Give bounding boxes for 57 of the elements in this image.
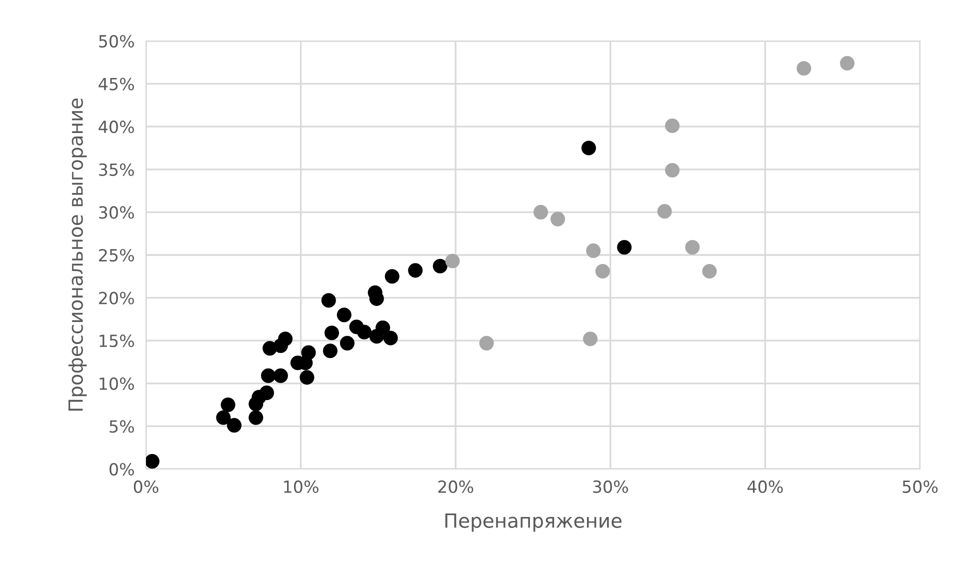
point: [617, 240, 632, 255]
point: [665, 162, 680, 178]
point: [702, 264, 717, 279]
point: [259, 386, 274, 400]
point: [376, 320, 390, 336]
y-tick-label: 20%: [99, 292, 134, 304]
y-tick-label: 15%: [100, 334, 134, 348]
point: [665, 118, 680, 134]
x-tick-label: 50%: [902, 480, 938, 494]
point: [595, 264, 610, 279]
y-tick-label: 0%: [110, 462, 134, 476]
point: [657, 204, 672, 219]
point: [146, 454, 160, 469]
point: [278, 332, 293, 346]
point: [322, 344, 338, 358]
y-tick-label: 5%: [110, 420, 134, 433]
y-tick-label: 10%: [100, 377, 134, 390]
point: [550, 212, 566, 226]
point: [336, 308, 352, 322]
point: [324, 326, 340, 340]
x-axis-title: Перенапряжение: [445, 514, 622, 532]
point: [586, 243, 601, 258]
y-tick-label: 50%: [99, 34, 134, 48]
point: [796, 61, 812, 76]
y-tick-label: 25%: [99, 248, 134, 262]
point: [581, 140, 596, 156]
point: [273, 368, 288, 383]
y-tick-label: 40%: [98, 120, 134, 134]
point: [261, 368, 276, 383]
point: [340, 336, 355, 350]
x-tick-label: 10%: [284, 480, 318, 494]
point: [300, 370, 314, 385]
x-tick-label: 0%: [134, 480, 158, 494]
point: [445, 254, 460, 268]
point: [582, 332, 598, 346]
point: [220, 398, 236, 412]
point: [356, 324, 372, 340]
point: [533, 204, 548, 220]
point: [840, 56, 855, 71]
point: [479, 336, 494, 350]
point: [226, 418, 242, 433]
y-tick-label: 30%: [99, 206, 134, 219]
point: [301, 345, 316, 360]
point: [685, 240, 700, 255]
point: [248, 410, 264, 425]
x-tick-label: 20%: [438, 480, 474, 494]
x-tick-label: 40%: [747, 480, 783, 494]
point: [216, 410, 231, 425]
point: [384, 269, 400, 284]
point: [383, 330, 398, 346]
y-tick-label: 35%: [99, 163, 134, 176]
y-tick-label: 45%: [98, 78, 134, 90]
y-axis-title: Профессиональное выгорание: [68, 98, 87, 411]
point: [321, 293, 336, 308]
point: [432, 258, 448, 274]
point: [408, 263, 423, 278]
x-tick-label: 30%: [593, 480, 628, 494]
